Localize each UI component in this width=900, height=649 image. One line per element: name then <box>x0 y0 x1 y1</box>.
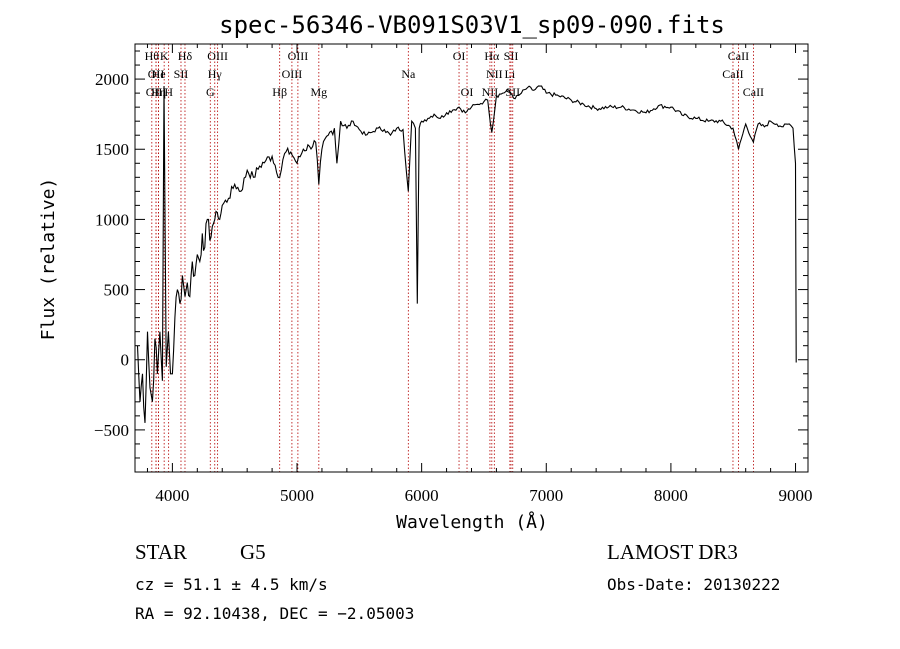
spectral-line-label-4: K <box>160 49 169 63</box>
x-tick-label-1: 5000 <box>280 486 314 505</box>
spectral-line-label-0: Hθ <box>145 49 160 63</box>
spectral-line-label-23: SII <box>504 49 519 63</box>
spectral-line-label-19: NII <box>482 85 499 99</box>
obs-date-text: Obs-Date: 20130222 <box>607 575 780 594</box>
coordinates-text: RA = 92.10438, DEC = −2.05003 <box>135 604 414 623</box>
spectral-line-label-20: Hα <box>484 49 500 63</box>
spectral-line-label-14: OIII <box>288 49 309 63</box>
spectral-line-label-13: OIII <box>282 67 303 81</box>
spectral-line-label-1: OII <box>148 67 165 81</box>
spectral-line-label-15: Mg <box>310 85 327 99</box>
x-tick-label-0: 4000 <box>155 486 189 505</box>
spectral-line-label-8: Hδ <box>178 49 193 63</box>
y-tick-label-4: 1500 <box>95 140 129 159</box>
redshift-text: cz = 51.1 ± 4.5 km/s <box>135 575 328 594</box>
subclass-label: G5 <box>240 540 266 564</box>
series-line-flux <box>136 85 797 423</box>
y-tick-label-5: 2000 <box>95 70 129 89</box>
y-tick-label-2: 500 <box>104 281 130 300</box>
spectral-line-label-10: Hγ <box>208 67 223 81</box>
y-axis-label: Flux (relative) <box>38 178 59 341</box>
spectral-line-label-5: H <box>164 85 173 99</box>
spectral-line-label-26: CaII <box>728 49 749 63</box>
spectral-line-label-25: CaII <box>722 67 743 81</box>
survey-label: LAMOST DR3 <box>607 540 738 564</box>
x-tick-label-5: 9000 <box>779 486 813 505</box>
x-tick-label-4: 8000 <box>654 486 688 505</box>
spectral-line-label-21: NII <box>486 67 503 81</box>
spectral-line-label-27: CaII <box>743 85 764 99</box>
y-tick-label-0: −500 <box>94 421 129 440</box>
spectral-line-label-22: Li <box>505 67 516 81</box>
spectral-line-label-12: Hβ <box>272 85 287 99</box>
plot-frame <box>134 43 809 473</box>
x-axis-label: Wavelength (Å) <box>396 511 548 533</box>
chart-title: spec-56346-VB091S03V1_sp09-090.fits <box>219 11 725 39</box>
spectral-line-label-3: Hη <box>151 85 166 99</box>
x-tick-label-2: 6000 <box>405 486 439 505</box>
spectral-line-label-16: Na <box>401 67 416 81</box>
spectral-line-label-11: OIII <box>207 49 228 63</box>
spectral-line-label-7: SII <box>174 67 189 81</box>
y-tick-label-1: 0 <box>121 351 130 370</box>
spectral-line-label-6: He <box>152 67 166 81</box>
y-tick-label-3: 1000 <box>95 210 129 229</box>
object-class-label: STAR <box>135 540 187 564</box>
axis-ticks: 4000 5000 6000 7000 8000 9000 −500 0 500 1000 1500… <box>94 44 813 505</box>
x-tick-label-3: 7000 <box>529 486 563 505</box>
spectral-line-label-17: OI <box>453 49 466 63</box>
spectral-line-label-2: OIII <box>146 85 167 99</box>
spectral-line-label-18: OI <box>461 85 474 99</box>
spectral-line-label-9: G <box>206 85 215 99</box>
